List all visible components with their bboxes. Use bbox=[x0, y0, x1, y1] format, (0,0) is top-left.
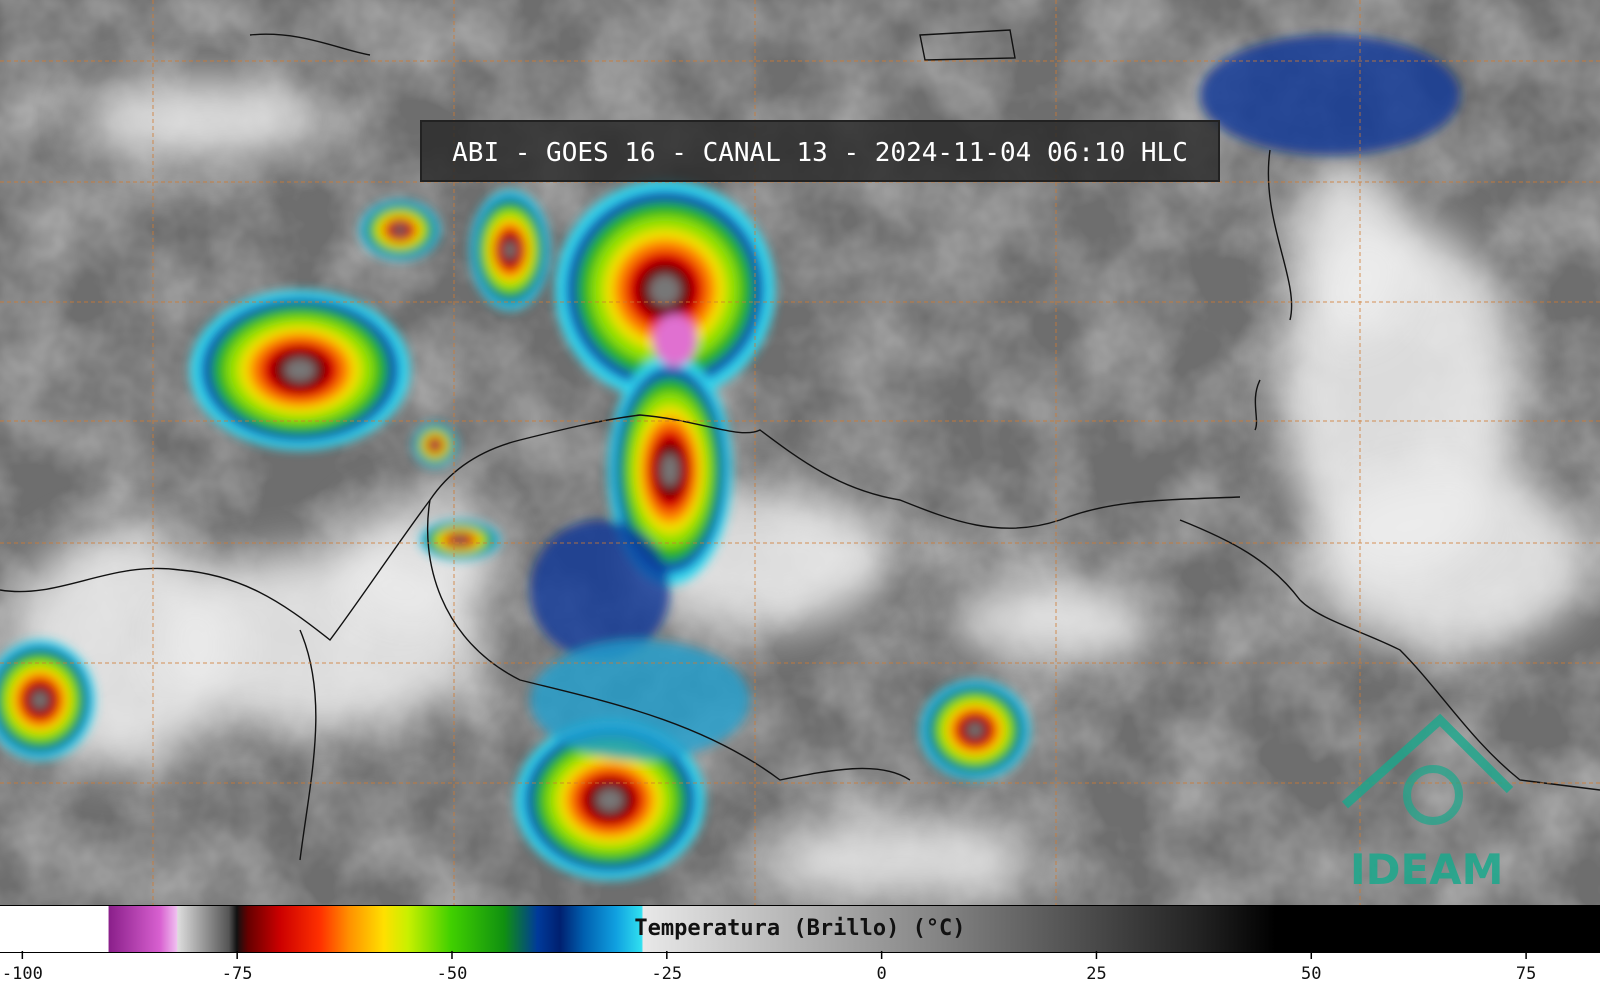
cell bbox=[649, 274, 681, 306]
tick-label: -100 bbox=[2, 964, 43, 984]
cell bbox=[454, 537, 466, 543]
tick-label: -50 bbox=[437, 964, 468, 984]
cloud bbox=[760, 820, 1040, 900]
tick-label: 50 bbox=[1301, 964, 1321, 984]
map-title: ABI - GOES 16 - CANAL 13 - 2024-11-04 06… bbox=[420, 120, 1220, 182]
cloud bbox=[340, 500, 500, 620]
logo-roof bbox=[1341, 713, 1514, 809]
cell bbox=[32, 691, 48, 709]
coastlines bbox=[0, 29, 1600, 861]
graticule bbox=[0, 0, 1600, 905]
cell bbox=[284, 358, 316, 382]
cell bbox=[504, 241, 516, 259]
colorbar-axis: -100 -75 -50 -25 0 25 50 75 bbox=[2, 951, 1536, 984]
cell bbox=[596, 788, 624, 812]
tick-label: 25 bbox=[1086, 964, 1106, 984]
tick-label: -25 bbox=[651, 964, 682, 984]
satellite-map bbox=[0, 0, 1600, 905]
convective-cells bbox=[0, 35, 1460, 880]
tick-label: -75 bbox=[222, 964, 253, 984]
cell bbox=[653, 314, 697, 366]
logo: IDEAM bbox=[1350, 845, 1504, 894]
tick-label: 0 bbox=[877, 964, 887, 984]
cell bbox=[530, 640, 750, 760]
cell bbox=[431, 441, 439, 449]
cell bbox=[661, 453, 679, 487]
cloud bbox=[950, 580, 1150, 660]
cell bbox=[394, 225, 406, 235]
cloud bbox=[1310, 470, 1590, 650]
logo-swirl bbox=[1403, 765, 1463, 825]
colorbar-label: Temperatura (Brillo) (°C) bbox=[634, 916, 966, 941]
colorbar bbox=[0, 905, 1600, 953]
cell bbox=[530, 520, 670, 660]
cloud bbox=[80, 80, 320, 160]
tick-label: 75 bbox=[1516, 964, 1536, 984]
cell bbox=[1200, 35, 1460, 155]
cloud bbox=[1290, 160, 1410, 340]
cell bbox=[967, 723, 983, 737]
